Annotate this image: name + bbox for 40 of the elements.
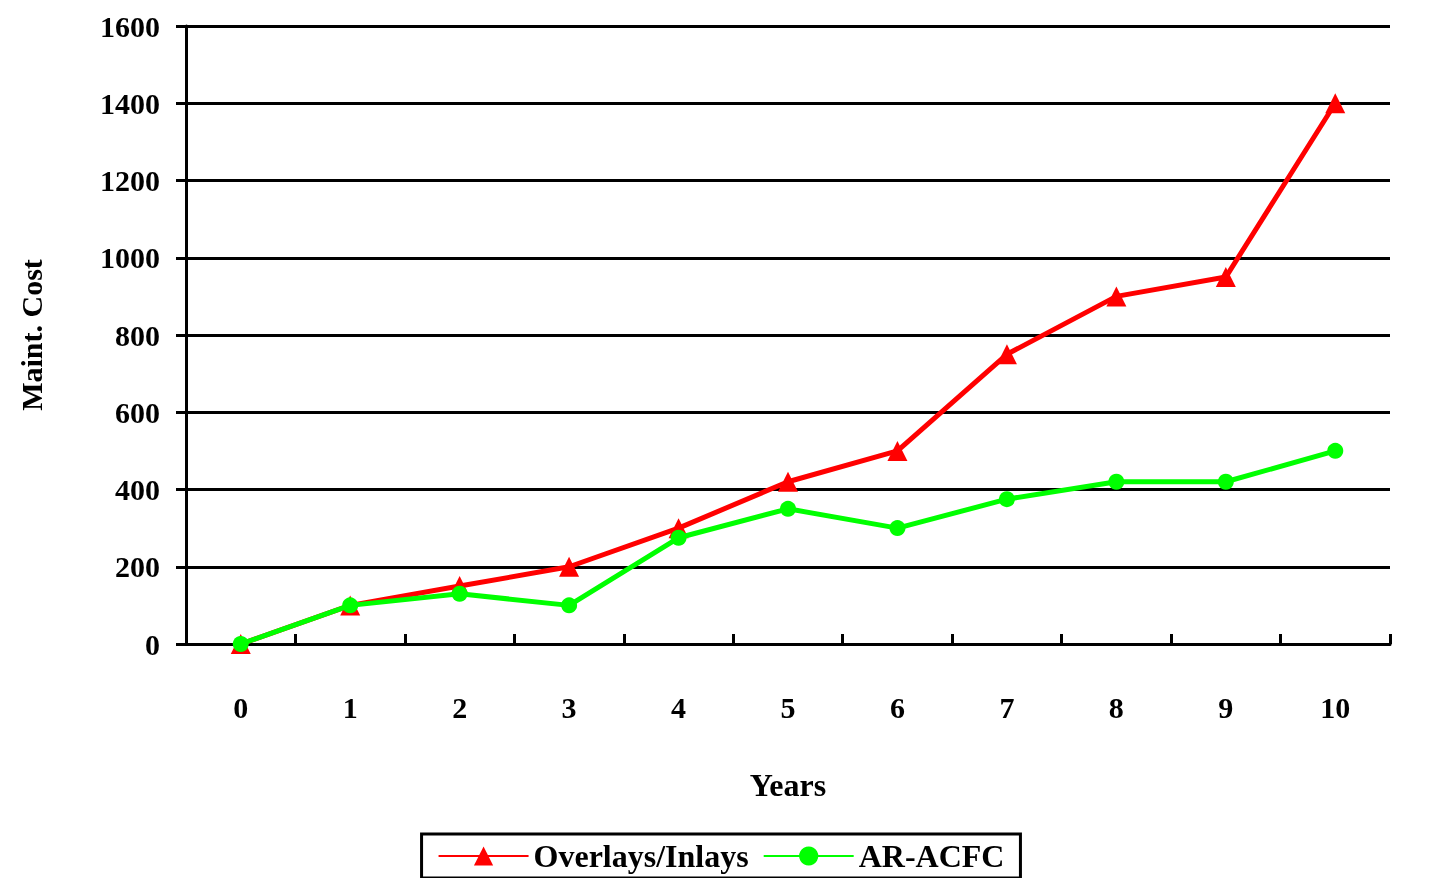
point	[1217, 473, 1234, 490]
legend-label: Overlays/Inlays	[533, 838, 749, 874]
x-tick-label: 10	[1320, 690, 1351, 724]
point	[559, 556, 580, 577]
point	[998, 491, 1015, 508]
point	[1325, 93, 1346, 114]
x-tick-label: 1	[342, 690, 358, 724]
point	[1106, 286, 1127, 307]
point	[780, 500, 796, 517]
point	[996, 344, 1017, 365]
point	[778, 471, 798, 492]
point	[889, 520, 906, 537]
x-tick-label: 7	[999, 690, 1015, 724]
y-tick-label: 1600	[100, 9, 160, 43]
y-tick-label: 200	[115, 550, 160, 584]
y-tick-label: 600	[115, 395, 160, 429]
x-tick-label: 4	[671, 690, 687, 724]
x-tick-label: 6	[889, 690, 905, 724]
x-axis-title: Years	[749, 767, 827, 803]
y-tick-label: 1200	[100, 164, 160, 197]
x-tick-label: 5	[780, 690, 796, 724]
legend-label: AR-ACFC	[858, 838, 1005, 874]
x-tick-label: 2	[452, 690, 468, 724]
y-tick-label: 400	[115, 473, 160, 506]
y-tick-label: 800	[115, 318, 160, 352]
point	[1215, 267, 1236, 288]
y-tick-label: 1400	[100, 86, 160, 120]
y-axis-title: Maint. Cost	[14, 259, 48, 411]
point	[1327, 442, 1344, 459]
x-tick-label: 9	[1218, 690, 1234, 724]
point	[1108, 473, 1125, 490]
point	[561, 597, 578, 614]
y-tick-label: 1000	[100, 241, 160, 275]
point	[670, 529, 687, 546]
x-tick-label: 8	[1108, 690, 1124, 724]
x-tick-label: 3	[561, 690, 577, 724]
y-tick-label: 0	[145, 627, 160, 661]
point	[451, 585, 468, 602]
x-tick-label: 0	[233, 690, 249, 724]
point	[887, 440, 908, 461]
